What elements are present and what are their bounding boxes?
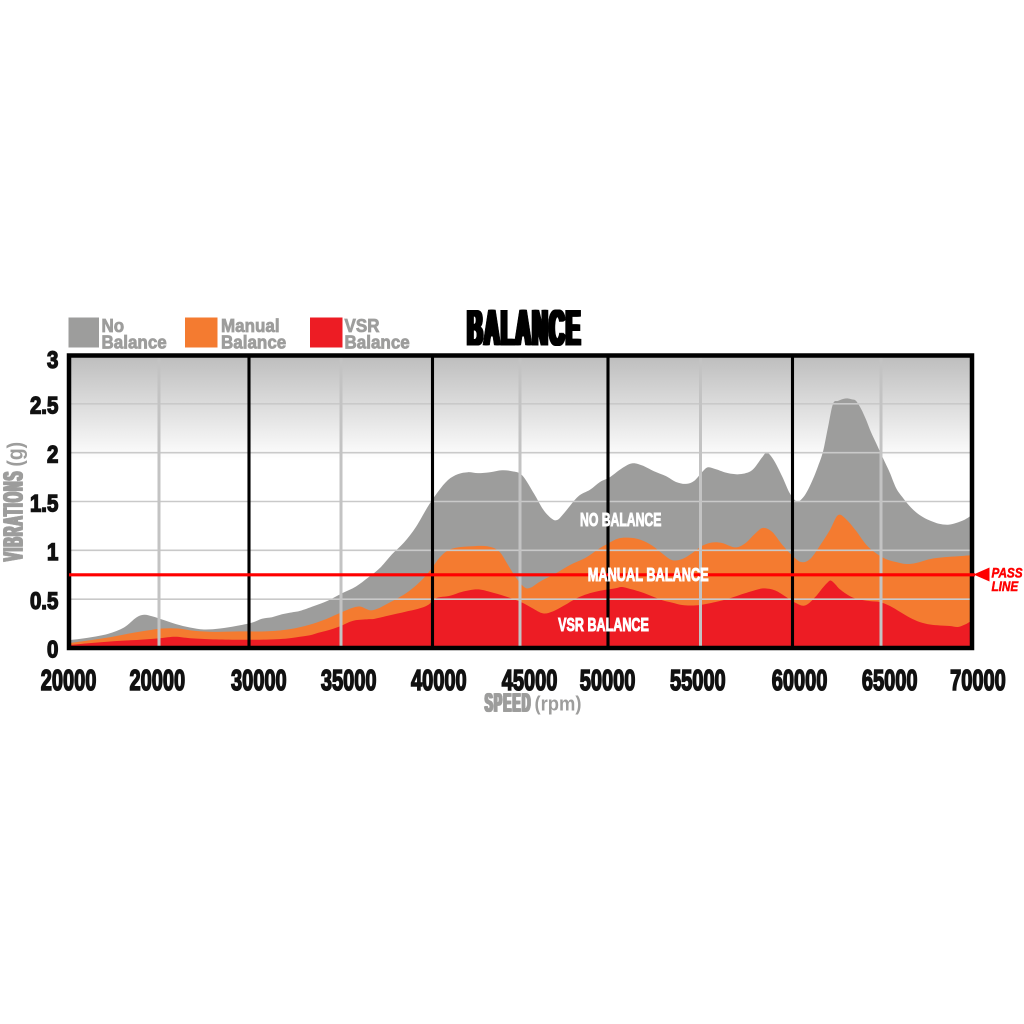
svg-text:Manual: Manual bbox=[221, 315, 280, 336]
svg-text:PASS: PASS bbox=[992, 565, 1023, 581]
svg-text:SPEED: SPEED bbox=[485, 690, 532, 718]
svg-text:Balance: Balance bbox=[221, 332, 286, 353]
svg-text:BALANCE: BALANCE bbox=[466, 301, 580, 357]
svg-text:20000: 20000 bbox=[129, 665, 185, 698]
svg-text:VSR BALANCE: VSR BALANCE bbox=[558, 616, 649, 636]
svg-text:2.5: 2.5 bbox=[30, 392, 58, 419]
svg-text:MANUAL BALANCE: MANUAL BALANCE bbox=[588, 566, 709, 586]
svg-text:BALANCE: BALANCE bbox=[466, 301, 580, 357]
svg-text:NO BALANCE: NO BALANCE bbox=[580, 511, 661, 531]
svg-text:70000: 70000 bbox=[950, 665, 1006, 698]
svg-text:1.5: 1.5 bbox=[30, 490, 58, 517]
svg-text:50000: 50000 bbox=[580, 665, 636, 698]
svg-text:VIBRATIONS: VIBRATIONS bbox=[0, 472, 29, 562]
svg-text:BALANCE: BALANCE bbox=[469, 301, 583, 357]
svg-text:3: 3 bbox=[47, 346, 58, 373]
svg-text:VSR: VSR bbox=[345, 315, 380, 336]
svg-text:0.5: 0.5 bbox=[30, 587, 58, 614]
svg-text:1: 1 bbox=[47, 539, 58, 566]
svg-text:SPEED: SPEED bbox=[486, 690, 533, 718]
svg-text:45000: 45000 bbox=[502, 665, 558, 698]
svg-text:(rpm): (rpm) bbox=[535, 694, 582, 716]
svg-text:65000: 65000 bbox=[862, 665, 918, 698]
svg-text:20000: 20000 bbox=[41, 665, 97, 698]
svg-text:40000: 40000 bbox=[411, 665, 467, 698]
svg-text:(g): (g) bbox=[3, 442, 27, 467]
svg-text:SPEED: SPEED bbox=[484, 690, 531, 718]
svg-text:55000: 55000 bbox=[670, 665, 726, 698]
svg-text:BALANCE: BALANCE bbox=[467, 301, 581, 357]
svg-text:30000: 30000 bbox=[231, 665, 287, 698]
svg-text:BALANCE: BALANCE bbox=[468, 301, 582, 357]
svg-text:0: 0 bbox=[47, 636, 58, 663]
svg-text:2: 2 bbox=[47, 441, 58, 468]
svg-text:35000: 35000 bbox=[321, 665, 377, 698]
svg-text:LINE: LINE bbox=[992, 578, 1019, 594]
svg-text:No: No bbox=[102, 315, 125, 336]
svg-text:VIBRATIONS: VIBRATIONS bbox=[0, 470, 29, 560]
svg-text:VIBRATIONS: VIBRATIONS bbox=[0, 471, 29, 561]
svg-text:Balance: Balance bbox=[102, 332, 167, 353]
svg-text:60000: 60000 bbox=[772, 665, 828, 698]
svg-text:Balance: Balance bbox=[345, 332, 410, 353]
